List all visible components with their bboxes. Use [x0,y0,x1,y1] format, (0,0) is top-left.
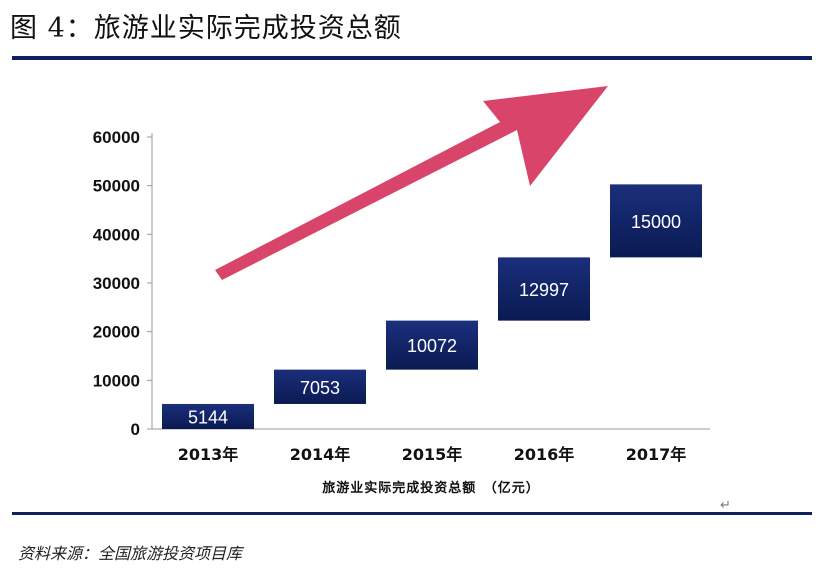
y-tick-label: 40000 [93,225,140,244]
bar-value-label: 12997 [519,280,569,300]
y-tick-label: 50000 [93,177,140,196]
bar-value-label: 5144 [188,407,228,427]
x-tick-label: 2014年 [290,445,351,464]
bar-2015年 [386,320,478,370]
y-tick-label: 20000 [93,323,140,342]
figure-title: 图 4：旅游业实际完成投资总额 [10,13,402,44]
y-tick-label: 10000 [93,371,140,390]
bar-value-label: 10072 [407,336,457,356]
x-tick-label: 2016年 [514,445,575,464]
x-tick-label: 2013年 [178,445,239,464]
top-rule [12,56,812,60]
bottom-rule [12,512,812,515]
bar-2014年 [274,369,366,404]
x-tick-label: 2017年 [626,445,687,464]
y-tick-label: 30000 [93,274,140,293]
bar-value-label: 15000 [631,212,681,232]
bar-2013年 [162,403,254,429]
y-tick-label: 0 [131,420,140,439]
bar-2016年 [498,257,590,321]
x-tick-label: 2015年 [402,445,463,464]
y-tick-label: 60000 [93,128,140,147]
bar-value-label: 7053 [300,378,340,398]
x-axis-title: 旅游业实际完成投资总额 （亿元） [322,480,540,496]
bar-2017年 [610,184,702,258]
trend-arrow-icon [215,86,608,280]
source-note: 资料来源：全国旅游投资项目库 [18,544,243,563]
return-mark-icon: ↵ [720,498,731,513]
